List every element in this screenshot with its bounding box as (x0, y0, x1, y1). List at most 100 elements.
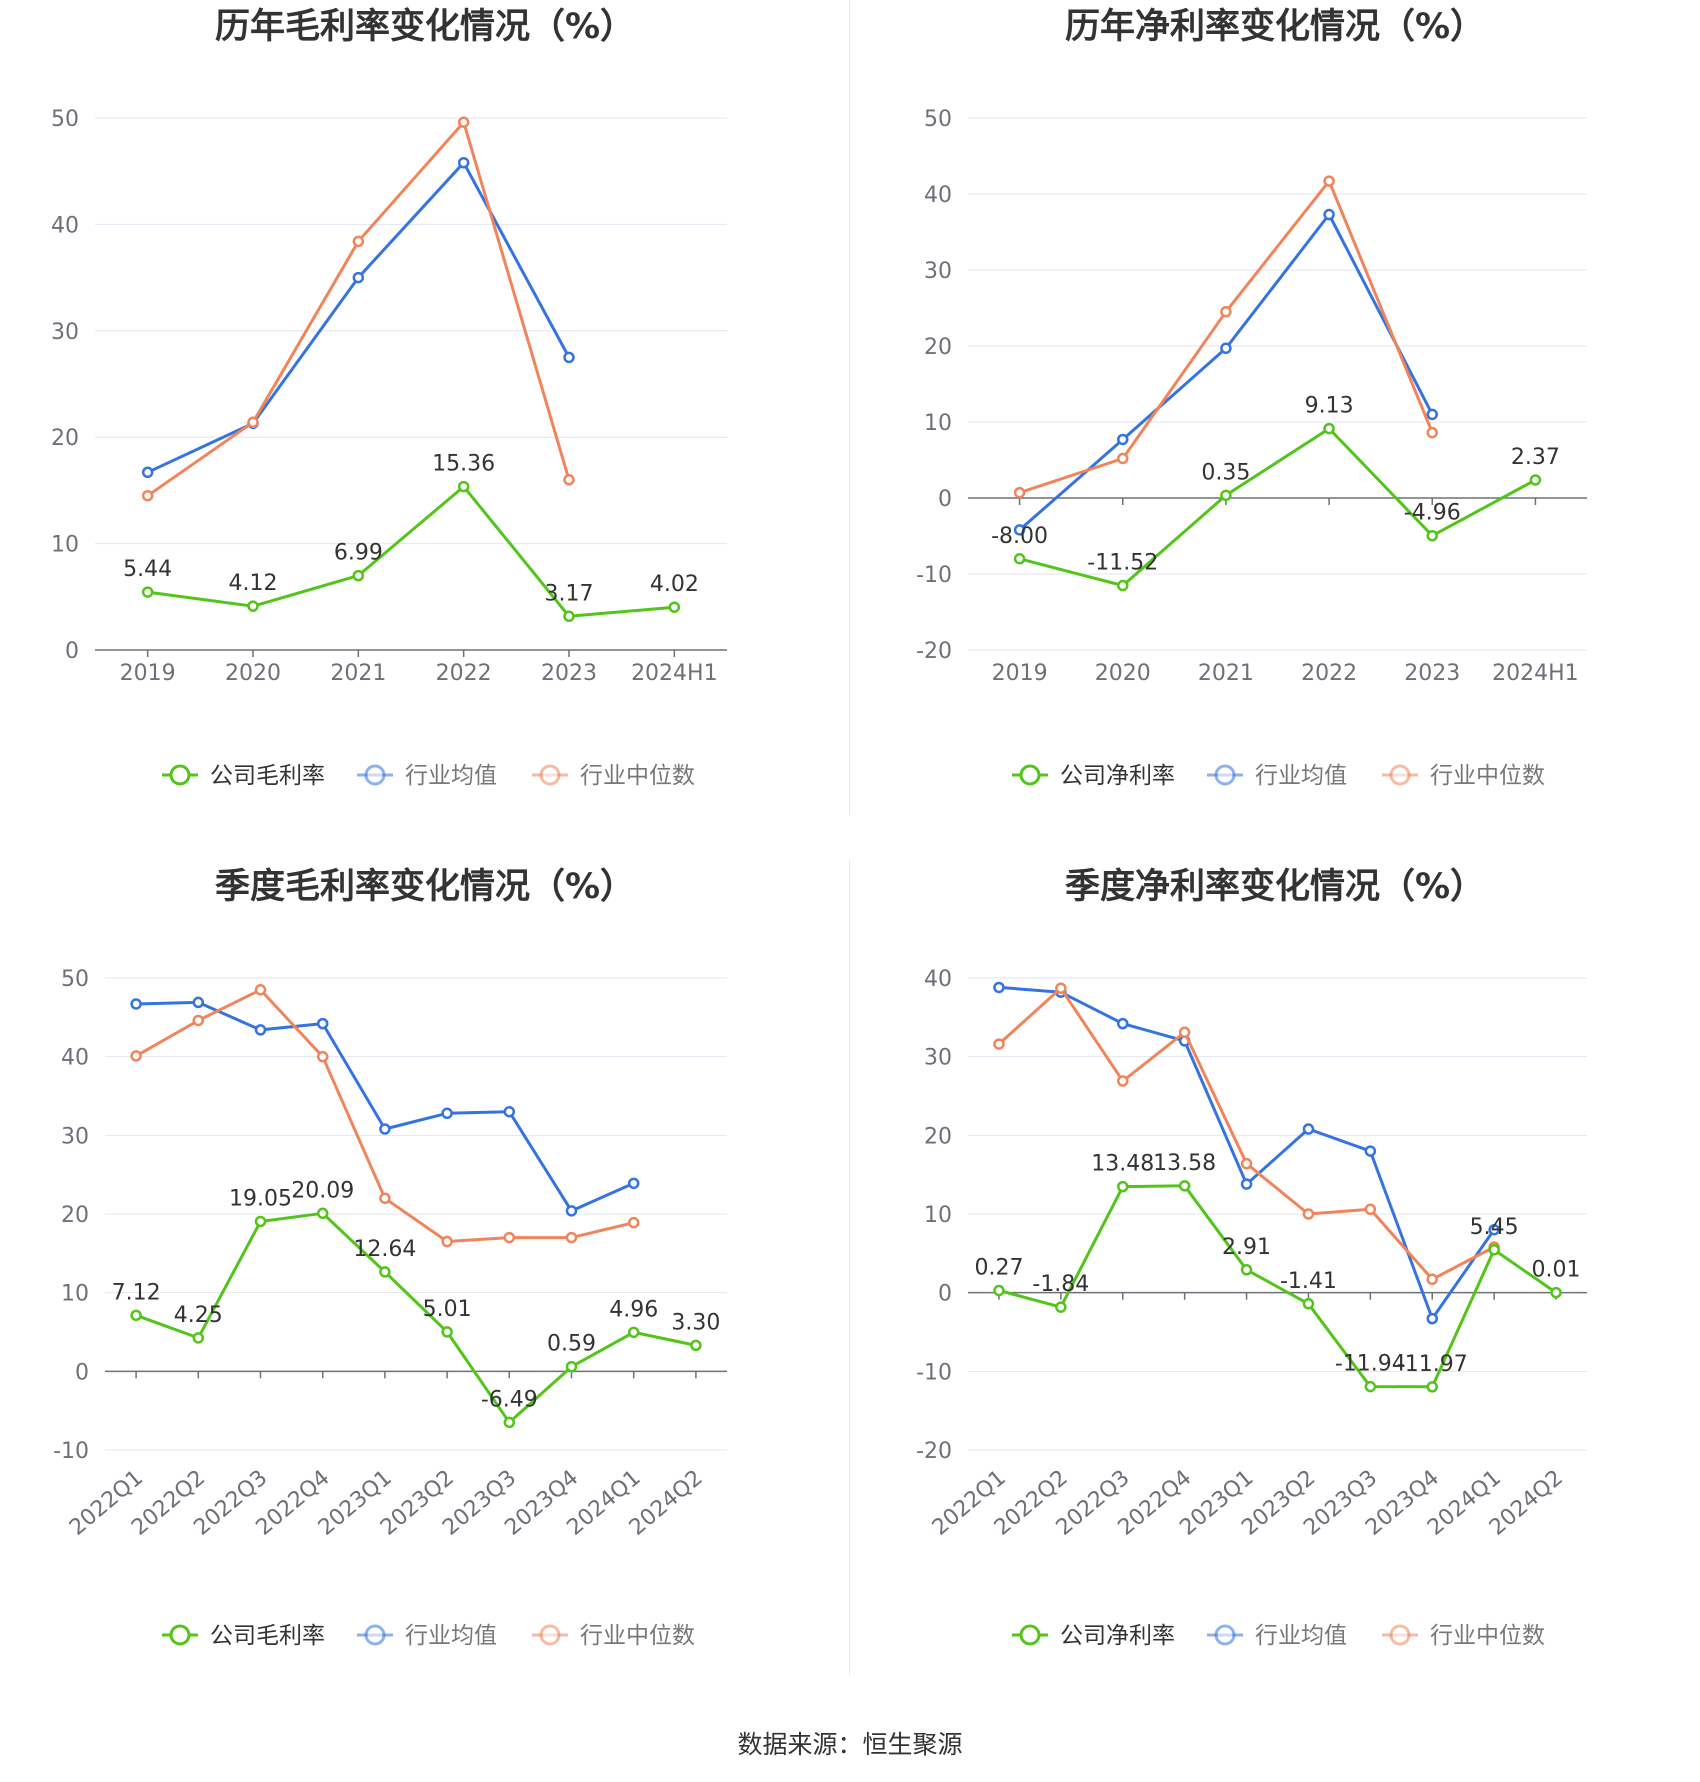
company-point (192, 1332, 205, 1344)
median-legend-label: 行业中位数 (1430, 763, 1545, 789)
avg-point (1323, 208, 1335, 221)
avg-legend-label: 行业均值 (405, 763, 497, 789)
vertical-divider-bottom (849, 860, 850, 1675)
chart-title: 历年毛利率变化情况（%） (215, 7, 635, 47)
data-label: 9.13 (1305, 394, 1354, 419)
y-tick-label: -10 (53, 1439, 89, 1464)
company-point (1117, 1180, 1129, 1193)
data-label: -11.94 (1335, 1352, 1406, 1377)
y-tick-label: 50 (51, 107, 79, 132)
median-point (192, 1014, 205, 1027)
company-point (1529, 474, 1542, 486)
avg-point (503, 1105, 516, 1118)
company-point (690, 1339, 702, 1352)
data-label: 2.91 (1222, 1235, 1271, 1260)
avg-point (1426, 408, 1438, 421)
median-point (565, 1231, 578, 1244)
company-legend-label: 公司净利率 (1060, 763, 1175, 789)
company-point (1013, 553, 1026, 565)
chart-title: 季度净利率变化情况（%） (1065, 867, 1485, 907)
avg-point (130, 998, 142, 1010)
data-label: 4.12 (229, 571, 278, 596)
y-tick-label: 20 (924, 335, 952, 360)
company-point (1240, 1264, 1253, 1276)
avg-point (627, 1177, 640, 1190)
chart-title: 历年净利率变化情况（%） (1065, 7, 1485, 47)
y-tick-label: 0 (65, 639, 79, 664)
y-tick-label: 50 (924, 107, 952, 132)
company-point (565, 1360, 578, 1373)
company-point (1550, 1286, 1562, 1299)
avg-point (1117, 1017, 1129, 1030)
company-point (503, 1416, 516, 1429)
y-tick-label: -10 (916, 1360, 952, 1385)
data-label: 3.30 (671, 1310, 720, 1335)
x-tick-label: 2024H1 (1492, 661, 1579, 686)
y-tick-label: 20 (924, 1124, 952, 1149)
company-legend-marker (169, 1624, 191, 1646)
avg-legend-marker (364, 1624, 386, 1646)
median-series-line (146, 120, 571, 497)
median-point (1323, 175, 1335, 187)
y-tick-label: -10 (916, 563, 952, 588)
avg-legend-marker (364, 764, 386, 786)
data-label: -4.96 (1404, 501, 1461, 526)
company-point (141, 586, 154, 598)
median-point (1117, 452, 1129, 465)
company-point (1055, 1301, 1067, 1313)
avg-point (1013, 524, 1026, 536)
data-label: 19.05 (229, 1186, 292, 1211)
x-tick-label: 2021 (1198, 661, 1254, 686)
company-point (1220, 489, 1232, 502)
median-point (247, 416, 259, 429)
median-point (254, 984, 267, 996)
median-point (503, 1231, 516, 1244)
quarterly-gross-margin-chart: 季度毛利率变化情况（%） -10 0 10 20 30 40 50 2022Q1 2022Q2 20… (0, 860, 850, 1720)
company-point (352, 569, 365, 582)
company-point (247, 600, 259, 612)
data-label: 0.27 (974, 1256, 1023, 1281)
data-label: 15.36 (432, 452, 495, 477)
x-tick-label: 2019 (992, 661, 1048, 686)
avg-point (993, 981, 1005, 994)
median-point (1178, 1026, 1191, 1039)
avg-point (316, 1017, 329, 1030)
data-label: 7.12 (112, 1280, 161, 1305)
data-label: 20.09 (291, 1178, 354, 1203)
y-tick-label: 10 (924, 411, 952, 436)
y-tick-label: 30 (924, 1046, 952, 1071)
median-point (563, 474, 575, 486)
x-tick-label: 2024H1 (631, 661, 718, 686)
company-point (627, 1326, 640, 1339)
company-series-line (147, 485, 675, 618)
annual-gross-margin-svg: 历年毛利率变化情况（%） 0 10 20 30 40 50 2019 2020 2021 2022 2… (51, 7, 727, 789)
median-legend-marker (1389, 1624, 1411, 1646)
median-point (1302, 1208, 1315, 1220)
avg-point (379, 1123, 391, 1135)
data-source: 数据来源：恒生聚源 (737, 1730, 963, 1759)
data-label: 13.48 (1091, 1152, 1154, 1177)
company-legend-label: 公司净利率 (1060, 1623, 1175, 1649)
annual-net-margin-chart: 历年净利率变化情况（%） -20 -10 0 10 20 30 40 50 2019 2020 202… (850, 0, 1700, 860)
data-label: -8.00 (991, 524, 1048, 549)
company-series-line (998, 1184, 1557, 1389)
company-legend-marker (1019, 764, 1041, 786)
annual-net-margin-svg: 历年净利率变化情况（%） -20 -10 0 10 20 30 40 50 2019 2020 202… (916, 7, 1587, 789)
company-point (1178, 1180, 1191, 1192)
x-tick-label: 2021 (330, 661, 386, 686)
data-label: 3.17 (545, 581, 594, 606)
data-label: 0.35 (1201, 460, 1250, 485)
company-point (379, 1266, 391, 1278)
company-point (316, 1207, 329, 1220)
company-point (1302, 1298, 1315, 1310)
data-label: 5.44 (123, 557, 172, 582)
company-point (457, 480, 470, 493)
data-label: 0.59 (547, 1332, 596, 1357)
company-point (441, 1326, 453, 1338)
y-tick-label: 30 (51, 320, 79, 345)
company-point (1323, 422, 1335, 435)
avg-point (457, 156, 470, 169)
company-legend-marker (169, 764, 191, 786)
data-label: 13.58 (1153, 1151, 1216, 1176)
annual-gross-margin-chart: 历年毛利率变化情况（%） 0 10 20 30 40 50 2019 2020 2021 2022 2… (0, 0, 850, 860)
